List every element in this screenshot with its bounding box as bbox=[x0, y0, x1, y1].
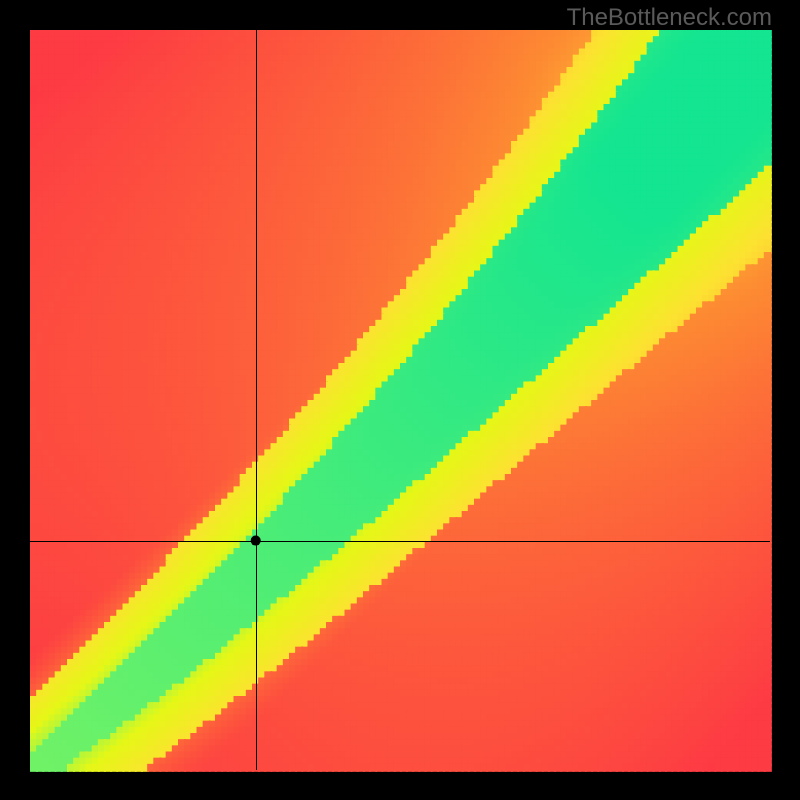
watermark-text: TheBottleneck.com bbox=[567, 4, 772, 32]
figure-root: TheBottleneck.com bbox=[0, 0, 800, 800]
bottleneck-heatmap-canvas bbox=[0, 0, 800, 800]
